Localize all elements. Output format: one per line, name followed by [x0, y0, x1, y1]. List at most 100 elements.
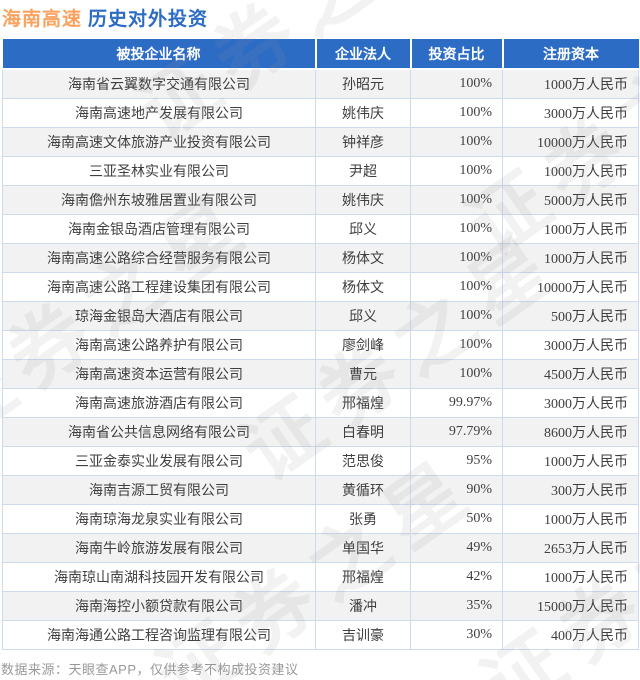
- cell-legal-person: 邢福煌: [315, 387, 411, 418]
- cell-company-name: 海南高速文体旅游产业投资有限公司: [2, 126, 316, 157]
- cell-registered-capital: 500万人民币: [502, 300, 639, 331]
- cell-investment-ratio: 95%: [410, 445, 503, 476]
- table-row: 海南高速旅游酒店有限公司 邢福煌 99.97% 3000万人民币: [2, 387, 639, 418]
- cell-legal-person: 邢福煌: [315, 561, 411, 592]
- cell-investment-ratio: 99.97%: [410, 387, 503, 418]
- table-row: 海南儋州东坡雅居置业有限公司 姚伟庆 100% 5000万人民币: [2, 184, 639, 215]
- table-row: 三亚金泰实业发展有限公司 范思俊 95% 1000万人民币: [2, 445, 639, 476]
- header-company-name: 被投企业名称: [2, 39, 317, 70]
- cell-company-name: 海南高速公路工程建设集团有限公司: [2, 271, 316, 302]
- table-row: 海南牛岭旅游发展有限公司 单国华 49% 2653万人民币: [2, 532, 639, 563]
- cell-company-name: 海南儋州东坡雅居置业有限公司: [2, 184, 316, 215]
- cell-registered-capital: 8600万人民币: [502, 416, 639, 447]
- cell-investment-ratio: 100%: [410, 184, 503, 215]
- cell-investment-ratio: 49%: [410, 532, 503, 563]
- table-body: 海南省云翼数字交通有限公司 孙昭元 100% 1000万人民币 海南高速地产发展有限公司…: [2, 68, 639, 650]
- cell-registered-capital: 15000万人民币: [502, 590, 639, 621]
- cell-legal-person: 潘冲: [315, 590, 411, 621]
- cell-company-name: 海南高速公路养护有限公司: [2, 329, 316, 360]
- cell-investment-ratio: 30%: [410, 619, 503, 650]
- cell-registered-capital: 4500万人民币: [502, 358, 639, 389]
- cell-company-name: 海南高速资本运营有限公司: [2, 358, 316, 389]
- cell-investment-ratio: 100%: [410, 155, 503, 186]
- cell-investment-ratio: 50%: [410, 503, 503, 534]
- cell-registered-capital: 10000万人民币: [502, 271, 639, 302]
- header-investment-ratio: 投资占比: [409, 39, 504, 70]
- cell-company-name: 海南省公共信息网络有限公司: [2, 416, 316, 447]
- cell-registered-capital: 1000万人民币: [502, 445, 639, 476]
- cell-legal-person: 张勇: [315, 503, 411, 534]
- cell-company-name: 琼海金银岛大酒店有限公司: [2, 300, 316, 331]
- header-legal-person: 企业法人: [314, 39, 412, 70]
- cell-company-name: 三亚金泰实业发展有限公司: [2, 445, 316, 476]
- cell-legal-person: 范思俊: [315, 445, 411, 476]
- cell-investment-ratio: 100%: [410, 68, 503, 99]
- cell-company-name: 海南牛岭旅游发展有限公司: [2, 532, 316, 563]
- header-registered-capital: 注册资本: [501, 39, 639, 70]
- cell-registered-capital: 1000万人民币: [502, 242, 639, 273]
- table-row: 三亚圣林实业有限公司 尹超 100% 1000万人民币: [2, 155, 639, 186]
- cell-investment-ratio: 100%: [410, 242, 503, 273]
- stock-name: 海南高速: [2, 9, 83, 30]
- cell-legal-person: 姚伟庆: [315, 97, 411, 128]
- cell-legal-person: 尹超: [315, 155, 411, 186]
- table-row: 琼海金银岛大酒店有限公司 邱义 100% 500万人民币: [2, 300, 639, 331]
- table-row: 海南海控小额贷款有限公司 潘冲 35% 15000万人民币: [2, 590, 639, 621]
- table-row: 海南高速文体旅游产业投资有限公司 钟祥彦 100% 10000万人民币: [2, 126, 639, 157]
- cell-registered-capital: 1000万人民币: [502, 503, 639, 534]
- cell-investment-ratio: 35%: [410, 590, 503, 621]
- table-row: 海南高速公路工程建设集团有限公司 杨体文 100% 10000万人民币: [2, 271, 639, 302]
- cell-registered-capital: 1000万人民币: [502, 213, 639, 244]
- cell-legal-person: 孙昭元: [315, 68, 411, 99]
- cell-registered-capital: 3000万人民币: [502, 329, 639, 360]
- cell-registered-capital: 3000万人民币: [502, 387, 639, 418]
- cell-investment-ratio: 97.79%: [410, 416, 503, 447]
- table-header: 被投企业名称 企业法人 投资占比 注册资本: [2, 39, 639, 70]
- cell-legal-person: 杨体文: [315, 271, 411, 302]
- cell-legal-person: 曹元: [315, 358, 411, 389]
- cell-company-name: 海南高速地产发展有限公司: [2, 97, 316, 128]
- table-row: 海南省公共信息网络有限公司 白春明 97.79% 8600万人民币: [2, 416, 639, 447]
- cell-legal-person: 吉训豪: [315, 619, 411, 650]
- cell-investment-ratio: 100%: [410, 358, 503, 389]
- cell-legal-person: 姚伟庆: [315, 184, 411, 215]
- cell-legal-person: 钟祥彦: [315, 126, 411, 157]
- cell-investment-ratio: 100%: [410, 126, 503, 157]
- cell-registered-capital: 400万人民币: [502, 619, 639, 650]
- data-source-note: 数据来源：天眼查APP，仅供参考不构成投资建议: [1, 661, 299, 677]
- cell-legal-person: 单国华: [315, 532, 411, 563]
- table-row: 海南高速公路综合经营服务有限公司 杨体文 100% 1000万人民币: [2, 242, 639, 273]
- cell-investment-ratio: 100%: [410, 329, 503, 360]
- cell-company-name: 海南琼海龙泉实业有限公司: [2, 503, 316, 534]
- cell-legal-person: 白春明: [315, 416, 411, 447]
- cell-legal-person: 黄循环: [315, 474, 411, 505]
- cell-registered-capital: 10000万人民币: [502, 126, 639, 157]
- cell-legal-person: 廖剑峰: [315, 329, 411, 360]
- table-row: 海南海通公路工程咨询监理有限公司 吉训豪 30% 400万人民币: [2, 619, 639, 650]
- cell-company-name: 海南省云翼数字交通有限公司: [2, 68, 316, 99]
- table-row: 海南高速资本运营有限公司 曹元 100% 4500万人民币: [2, 358, 639, 389]
- cell-investment-ratio: 42%: [410, 561, 503, 592]
- cell-registered-capital: 2653万人民币: [502, 532, 639, 563]
- header-row: 被投企业名称 企业法人 投资占比 注册资本: [2, 39, 639, 70]
- cell-registered-capital: 3000万人民币: [502, 97, 639, 128]
- investment-table: 被投企业名称 企业法人 投资占比 注册资本 海南省云翼数字交通有限公司 孙昭元 10…: [2, 39, 639, 650]
- cell-investment-ratio: 90%: [410, 474, 503, 505]
- cell-investment-ratio: 100%: [410, 97, 503, 128]
- table-row: 海南琼山南湖科技园开发有限公司 邢福煌 42% 1000万人民币: [2, 561, 639, 592]
- cell-company-name: 海南高速旅游酒店有限公司: [2, 387, 316, 418]
- table-row: 海南吉源工贸有限公司 黄循环 90% 300万人民币: [2, 474, 639, 505]
- report-title: 历史对外投资: [88, 9, 209, 30]
- cell-investment-ratio: 100%: [410, 300, 503, 331]
- cell-company-name: 海南琼山南湖科技园开发有限公司: [2, 561, 316, 592]
- cell-company-name: 海南海通公路工程咨询监理有限公司: [2, 619, 316, 650]
- cell-registered-capital: 1000万人民币: [502, 561, 639, 592]
- table-row: 海南金银岛酒店管理有限公司 邱义 100% 1000万人民币: [2, 213, 639, 244]
- page-title: 海南高速 历史对外投资: [0, 0, 640, 33]
- table-row: 海南省云翼数字交通有限公司 孙昭元 100% 1000万人民币: [2, 68, 639, 99]
- table-row: 海南高速地产发展有限公司 姚伟庆 100% 3000万人民币: [2, 97, 639, 128]
- table-row: 海南琼海龙泉实业有限公司 张勇 50% 1000万人民币: [2, 503, 639, 534]
- cell-company-name: 海南海控小额贷款有限公司: [2, 590, 316, 621]
- cell-company-name: 三亚圣林实业有限公司: [2, 155, 316, 186]
